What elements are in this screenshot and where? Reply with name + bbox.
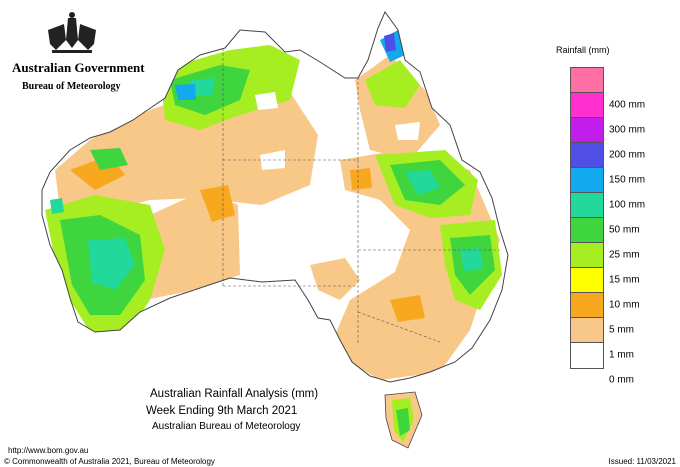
legend-label: 100 mm: [609, 199, 646, 210]
legend-label: 1 mm: [609, 349, 634, 360]
legend-label: 25 mm: [609, 249, 640, 260]
coat-of-arms-icon: [48, 12, 96, 53]
legend-label: 150 mm: [609, 174, 646, 185]
legend-label: 50 mm: [609, 224, 640, 235]
legend-label: 10 mm: [609, 299, 640, 310]
legend-label: 200 mm: [609, 149, 646, 160]
issued-date: Issued: 11/03/2021: [608, 457, 676, 466]
legend-swatch: [571, 193, 603, 218]
legend-label: 400 mm: [609, 99, 646, 110]
legend-swatch: [571, 293, 603, 318]
legend-label: 5 mm: [609, 324, 634, 335]
legend-swatch: [571, 143, 603, 168]
legend-title: Rainfall (mm): [556, 45, 610, 55]
legend-swatch: [571, 118, 603, 143]
map-subtitle: Week Ending 9th March 2021: [146, 405, 298, 417]
legend-swatch: [571, 318, 603, 343]
legend-swatch: [571, 68, 603, 93]
map-title: Australian Rainfall Analysis (mm): [150, 388, 319, 400]
legend-label: 0 mm: [609, 374, 634, 385]
legend-label: 300 mm: [609, 124, 646, 135]
legend-swatch: [571, 93, 603, 118]
government-title: Australian Government: [12, 60, 145, 75]
map-credit: Australian Bureau of Meteorology: [152, 421, 301, 432]
legend-swatch: [571, 343, 603, 368]
legend-swatch: [571, 218, 603, 243]
bureau-name: Bureau of Meteorology: [22, 81, 121, 92]
legend-swatch: [571, 243, 603, 268]
legend-swatch: [571, 168, 603, 193]
copyright-text: © Commonwealth of Australia 2021, Bureau…: [4, 457, 215, 466]
legend-swatch: [571, 268, 603, 293]
legend-colorbar: [570, 67, 604, 369]
website-url: http://www.bom.gov.au: [8, 446, 89, 455]
legend-label: 15 mm: [609, 274, 640, 285]
